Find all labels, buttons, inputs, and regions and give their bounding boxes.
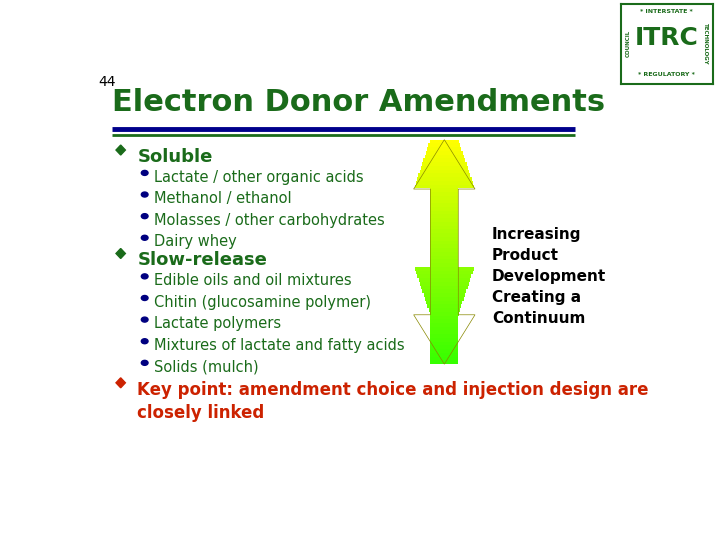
Polygon shape: [415, 185, 474, 188]
Text: Key point: amendment choice and injection design are: Key point: amendment choice and injectio…: [138, 381, 649, 399]
Text: Molasses / other carbohydrates: Molasses / other carbohydrates: [154, 213, 385, 228]
Polygon shape: [431, 211, 459, 214]
Polygon shape: [431, 330, 459, 334]
Polygon shape: [431, 259, 459, 263]
Circle shape: [141, 339, 148, 344]
Polygon shape: [431, 248, 459, 252]
Text: closely linked: closely linked: [138, 403, 265, 422]
Polygon shape: [418, 274, 472, 278]
Polygon shape: [427, 147, 462, 151]
Text: Electron Donor Amendments: Electron Donor Amendments: [112, 87, 606, 117]
Polygon shape: [431, 252, 459, 255]
Polygon shape: [428, 308, 460, 312]
Polygon shape: [431, 214, 459, 218]
Polygon shape: [431, 346, 459, 349]
Text: Methanol / ethanol: Methanol / ethanol: [154, 191, 292, 206]
Polygon shape: [431, 357, 459, 360]
Text: Soluble: Soluble: [138, 148, 213, 166]
Polygon shape: [431, 237, 459, 241]
Polygon shape: [116, 378, 125, 388]
Polygon shape: [426, 151, 463, 154]
Text: ITRC: ITRC: [635, 26, 698, 50]
Polygon shape: [431, 342, 459, 346]
Polygon shape: [423, 289, 467, 293]
Polygon shape: [415, 181, 473, 185]
Circle shape: [141, 192, 148, 197]
Polygon shape: [431, 255, 459, 259]
Text: Dairy whey: Dairy whey: [154, 234, 237, 249]
Polygon shape: [431, 233, 459, 237]
Polygon shape: [425, 297, 464, 301]
Polygon shape: [430, 140, 459, 144]
Polygon shape: [431, 349, 459, 353]
Text: TECHNOLOGY: TECHNOLOGY: [703, 23, 708, 65]
Polygon shape: [418, 173, 470, 177]
Text: Lactate polymers: Lactate polymers: [154, 316, 282, 331]
Polygon shape: [418, 278, 470, 282]
Polygon shape: [422, 162, 467, 166]
Polygon shape: [428, 305, 462, 308]
Polygon shape: [420, 170, 469, 173]
Circle shape: [141, 295, 148, 300]
Polygon shape: [431, 203, 459, 207]
Text: Mixtures of lactate and fatty acids: Mixtures of lactate and fatty acids: [154, 338, 405, 353]
Circle shape: [141, 360, 148, 366]
Polygon shape: [415, 267, 474, 271]
Polygon shape: [116, 145, 125, 155]
Text: Edible oils and oil mixtures: Edible oils and oil mixtures: [154, 273, 352, 288]
Polygon shape: [431, 207, 459, 211]
Polygon shape: [417, 177, 472, 181]
Circle shape: [141, 317, 148, 322]
Polygon shape: [431, 327, 459, 330]
Circle shape: [141, 214, 148, 219]
Polygon shape: [116, 248, 125, 259]
Polygon shape: [431, 241, 459, 245]
Polygon shape: [416, 271, 472, 274]
Polygon shape: [431, 196, 459, 199]
Text: Solids (mulch): Solids (mulch): [154, 360, 258, 375]
Polygon shape: [431, 188, 459, 192]
Polygon shape: [431, 222, 459, 226]
Circle shape: [141, 171, 148, 176]
Circle shape: [141, 274, 148, 279]
Polygon shape: [423, 293, 465, 297]
Polygon shape: [431, 192, 459, 196]
Polygon shape: [426, 301, 462, 305]
Polygon shape: [431, 353, 459, 357]
Polygon shape: [421, 166, 468, 170]
Text: 44: 44: [99, 75, 116, 89]
Polygon shape: [431, 218, 459, 222]
Polygon shape: [431, 360, 459, 364]
Polygon shape: [420, 282, 469, 286]
Polygon shape: [431, 226, 459, 230]
Polygon shape: [431, 263, 459, 267]
Text: * REGULATORY *: * REGULATORY *: [639, 72, 695, 77]
Text: Chitin (glucosamine polymer): Chitin (glucosamine polymer): [154, 295, 372, 309]
Polygon shape: [431, 334, 459, 338]
Polygon shape: [431, 323, 459, 327]
Polygon shape: [431, 315, 459, 319]
Text: Increasing
Product
Development
Creating a
Continuum: Increasing Product Development Creating …: [492, 227, 606, 326]
Circle shape: [141, 235, 148, 240]
Polygon shape: [431, 230, 459, 233]
Polygon shape: [428, 144, 460, 147]
Polygon shape: [431, 199, 459, 203]
Text: Slow-release: Slow-release: [138, 252, 267, 269]
Polygon shape: [425, 154, 464, 158]
Polygon shape: [423, 158, 465, 162]
Polygon shape: [430, 312, 459, 315]
Polygon shape: [431, 319, 459, 323]
Text: COUNCIL: COUNCIL: [626, 30, 631, 57]
Polygon shape: [421, 286, 467, 289]
Text: * INTERSTATE *: * INTERSTATE *: [640, 9, 693, 15]
Polygon shape: [431, 245, 459, 248]
Polygon shape: [431, 338, 459, 342]
Text: Lactate / other organic acids: Lactate / other organic acids: [154, 170, 364, 185]
